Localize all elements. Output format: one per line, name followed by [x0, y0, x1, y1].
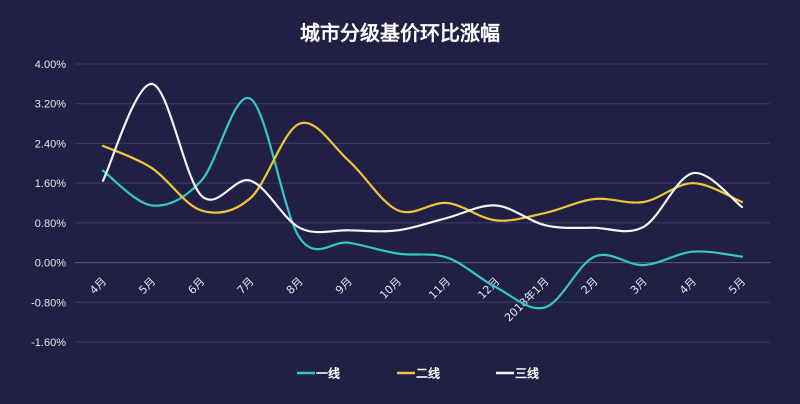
x-tick-label: 10月	[377, 275, 404, 302]
grid-layer	[75, 63, 770, 343]
x-tick-label: 9月	[333, 275, 355, 297]
x-tick-label: 11月	[426, 275, 453, 302]
series-layer	[101, 82, 744, 310]
y-axis-ticks: 4.00% 3.20% 2.40% 1.60% 0.80% 0.00% -0.80% -1.6…	[31, 59, 66, 349]
x-axis-ticks: 4月 5月 6月 7月 8月 9月 10月 11月 12月 2018年1月 2月 3月 4月 5月	[87, 274, 748, 324]
series-line-tier3	[101, 82, 744, 234]
x-tick-label: 2月	[579, 275, 601, 297]
legend: 一线 二线 三线	[297, 366, 539, 381]
y-tick-label: 4.00%	[35, 59, 66, 71]
x-tick-label: 2018年1月	[501, 274, 551, 324]
x-tick-label: 4月	[677, 275, 699, 297]
y-tick-label: 3.20%	[35, 99, 66, 111]
series-line-tier1	[101, 97, 744, 310]
x-tick-label: 3月	[628, 275, 650, 297]
x-tick-label: 4月	[87, 275, 109, 297]
y-tick-label: 2.40%	[35, 138, 66, 150]
legend-label-tier1: 一线	[316, 366, 340, 381]
y-tick-label: 1.60%	[35, 178, 66, 190]
x-tick-label: 5月	[136, 275, 158, 297]
y-tick-label: 0.00%	[35, 258, 66, 270]
y-tick-label: 0.80%	[35, 218, 66, 230]
y-tick-label: -0.80%	[31, 297, 66, 309]
legend-label-tier3: 三线	[515, 366, 539, 381]
x-tick-label: 8月	[284, 275, 306, 297]
chart-title: 城市分级基价环比涨幅	[300, 21, 500, 45]
series-line-tier2	[101, 121, 744, 222]
legend-label-tier2: 二线	[416, 366, 440, 381]
x-tick-label: 6月	[186, 275, 208, 297]
x-tick-label: 5月	[726, 275, 748, 297]
x-tick-label: 7月	[235, 275, 257, 297]
y-tick-label: -1.60%	[31, 337, 66, 349]
